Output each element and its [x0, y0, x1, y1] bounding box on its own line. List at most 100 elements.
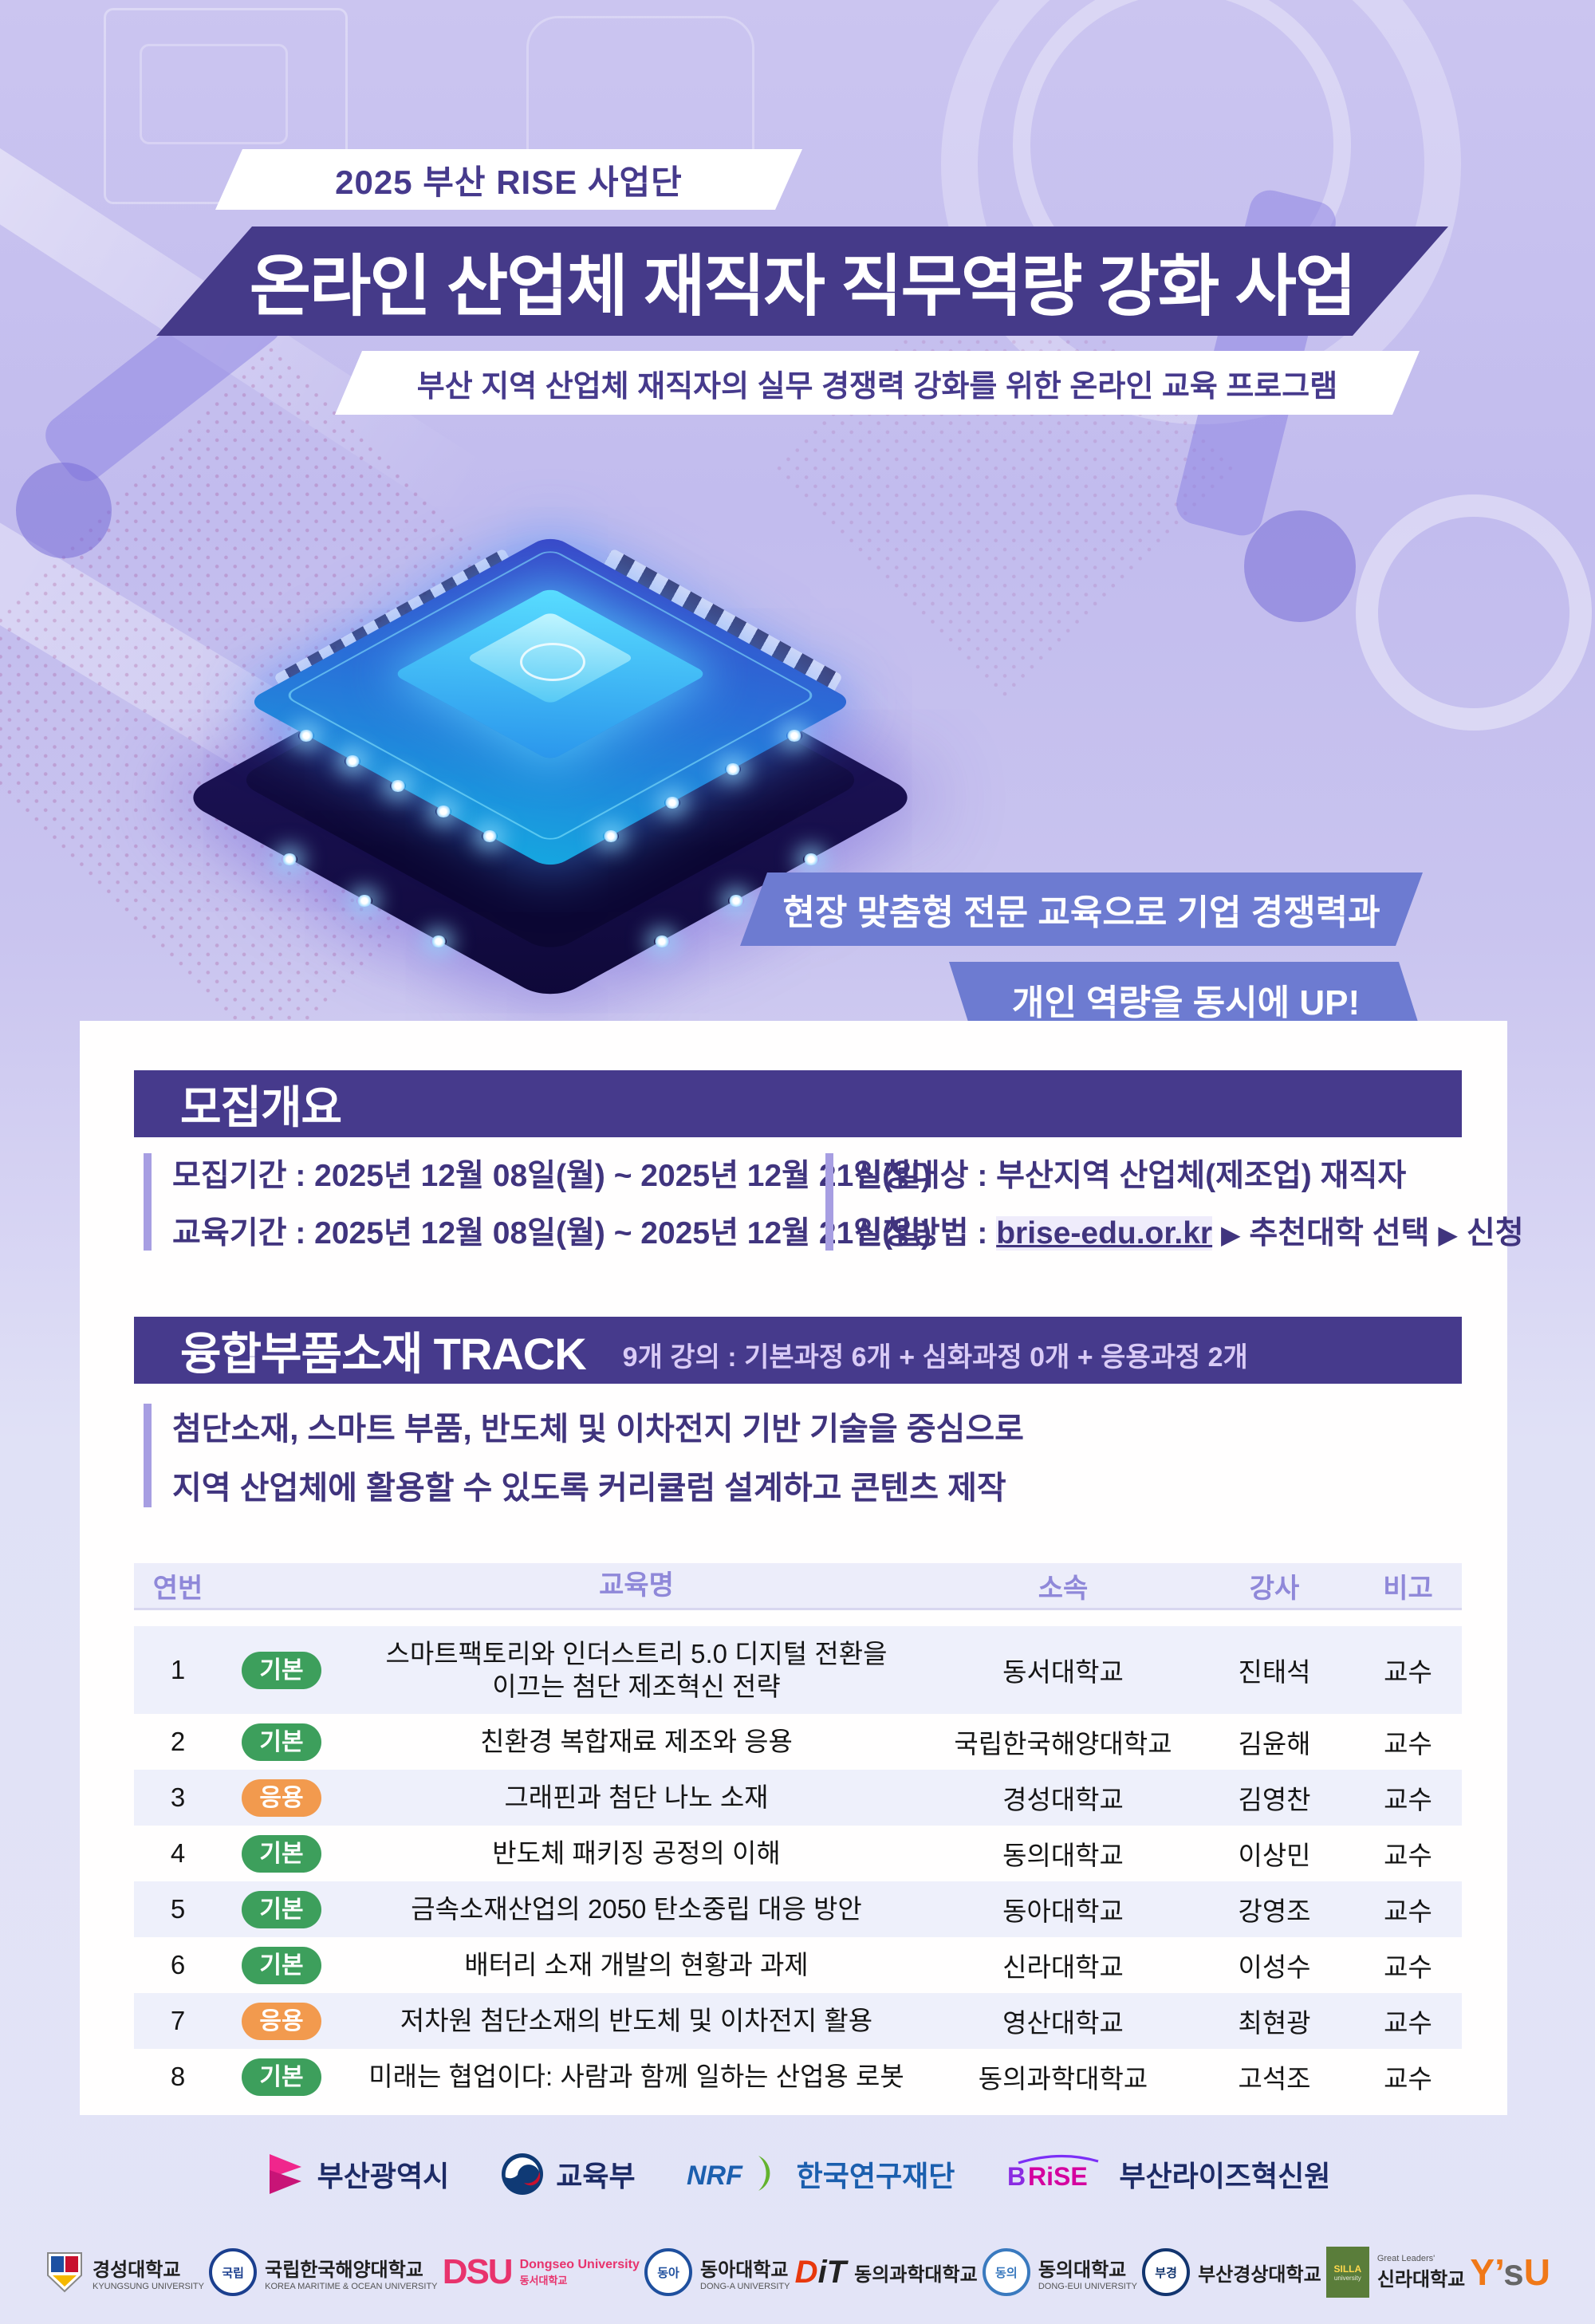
education-period-line: 교육기간 : 2025년 12월 08일(월) ~ 2025년 12월 21일(…	[172, 1216, 931, 1251]
overview-apply-block: 신청대상 : 부산지역 산업체(제조업) 재직자 신청방법 : brise-ed…	[825, 1153, 1524, 1251]
robot-arm-ring-decoration	[1356, 494, 1592, 731]
svg-text:NRF: NRF	[687, 2161, 743, 2191]
course-number: 8	[170, 2062, 186, 2091]
course-level-badge: 기본	[222, 1651, 341, 1689]
machinery-outline-decoration	[140, 44, 288, 144]
hero-slogan-line1-text: 현장 맞춤형 전문 교육으로 기업 경쟁력과	[782, 893, 1380, 932]
content-card: 모집개요 모집기간 : 2025년 12월 08일(월) ~ 2025년 12월…	[80, 1021, 1524, 2115]
university-text: Great Leaders' 신라대학교	[1377, 2254, 1465, 2291]
busan-logo-icon	[265, 2151, 306, 2197]
course-level-badge: 기본	[222, 1834, 341, 1873]
university-name: 국립한국해양대학교	[265, 2259, 423, 2281]
course-title: 반도체 패키징 공정의 이해	[492, 1838, 781, 1869]
course-university: 경성대학교	[1002, 1785, 1124, 1814]
overview-period-block: 모집기간 : 2025년 12월 08일(월) ~ 2025년 12월 21일(…	[144, 1153, 931, 1251]
course-note: 교수	[1384, 2008, 1432, 2038]
sponsor-busan: 부산광역시	[265, 2151, 450, 2197]
university-logo-bks: 부경 부산경상대학교	[1142, 2248, 1321, 2296]
course-number: 4	[170, 1838, 186, 1868]
track-section-header: 융합부품소재 TRACK 9개 강의 : 기본과정 6개 + 심화과정 0개 +…	[134, 1317, 1462, 1384]
course-table-body: 1 기본 스마트팩토리와 인더스트리 5.0 디지털 전환을 이끄는 첨단 제조혁신…	[134, 1626, 1462, 2105]
table-row: 1 기본 스마트팩토리와 인더스트리 5.0 디지털 전환을 이끄는 첨단 제조혁신…	[134, 1626, 1462, 1714]
university-slogan: Great Leaders'	[1376, 2253, 1436, 2263]
course-university: 동의과학대학교	[978, 2064, 1148, 2094]
brise-logo-icon: B RiSE	[1006, 2153, 1108, 2195]
silla-emblem-icon: SILLA university	[1325, 2247, 1369, 2298]
course-note: 교수	[1384, 2064, 1432, 2094]
level-pill-응용: 응용	[242, 2002, 321, 2040]
course-instructor: 이상민	[1238, 1841, 1311, 1870]
sponsor-brise: B RiSE 부산라이즈혁신원	[1006, 2153, 1330, 2195]
donga-emblem-icon: 동아	[644, 2248, 693, 2296]
university-text: 동아대학교 DONG-A UNIVERSITY	[700, 2254, 790, 2291]
university-subname: KYUNGSUNG UNIVERSITY	[93, 2281, 204, 2291]
sponsor-name: 한국연구재단	[796, 2160, 955, 2192]
course-instructor: 이성수	[1238, 1952, 1311, 1982]
course-number: 5	[170, 1894, 186, 1924]
course-table: 연번 교육명 소속 강사 비고 1 기본 스마트팩토리와 인더스트리 5.0 디지털 전환을…	[134, 1563, 1462, 2105]
poster-subtitle: 부산 지역 산업체 재직자의 실무 경쟁력 강화를 위한 온라인 교육 프로그램	[416, 369, 1338, 404]
track-description-line1: 첨단소재, 스마트 부품, 반도체 및 이차전지 기반 기술을 중심으로	[172, 1412, 1024, 1447]
course-note: 교수	[1384, 1897, 1432, 1926]
course-number: 6	[170, 1950, 186, 1979]
chip-glow-pin	[728, 895, 744, 907]
poster-subtitle-banner: 부산 지역 산업체 재직자의 실무 경쟁력 강화를 위한 온라인 교육 프로그램	[335, 351, 1420, 415]
level-pill-기본: 기본	[242, 1651, 321, 1689]
sponsor-name: 부산라이즈혁신원	[1119, 2160, 1331, 2192]
recruit-period-line: 모집기간 : 2025년 12월 08일(월) ~ 2025년 12월 21일(…	[172, 1159, 931, 1193]
course-instructor: 진태석	[1238, 1657, 1311, 1687]
university-name: 경성대학교	[93, 2259, 181, 2281]
apply-step1-label: 추천대학 선택	[1249, 1216, 1430, 1251]
level-pill-기본: 기본	[242, 1834, 321, 1873]
sponsor-name: 부산광역시	[317, 2160, 450, 2192]
university-logo-row: 경성대학교 KYUNGSUNG UNIVERSITY 국립 국립한국해양대학교 KORE…	[45, 2238, 1550, 2306]
program-year-badge: 2025 부산 RISE 사업단	[215, 149, 802, 210]
apply-step2-label: 신청	[1466, 1216, 1524, 1251]
course-title: 친환경 복합재료 제조와 응용	[480, 1727, 793, 1757]
university-subname: 동서대학교	[519, 2274, 568, 2287]
sponsor-nrf: NRF 한국연구재단	[687, 2153, 955, 2196]
course-level-badge: 기본	[222, 1723, 341, 1761]
course-instructor: 고석조	[1238, 2064, 1311, 2094]
apply-method-label: 신청방법 :	[854, 1216, 997, 1251]
sponsor-name: 교육부	[556, 2160, 636, 2192]
university-text: Dongseo University 동서대학교	[520, 2258, 640, 2287]
university-logo-ks: 경성대학교 KYUNGSUNG UNIVERSITY	[45, 2250, 204, 2294]
nrf-logo-icon: NRF	[687, 2153, 786, 2196]
arrow-icon: ▶	[1438, 1220, 1458, 1249]
course-university: 동아대학교	[1002, 1897, 1124, 1926]
table-row: 2 기본 친환경 복합재료 제조와 응용 국립한국해양대학교 김윤해 교수	[134, 1714, 1462, 1770]
hero-slogan-line2-text: 개인 역량을 동시에 UP!	[1011, 983, 1361, 1022]
chip-glow-pin	[431, 936, 447, 947]
sponsor-logo-row: 부산광역시 교육부 NRF 한국연구재단 B RiSE 부산라이즈혁신원	[0, 2144, 1595, 2204]
column-header-강사: 강사	[1249, 1573, 1300, 1604]
chip-glow-pin	[482, 830, 498, 842]
university-text: 부산경상대학교	[1198, 2259, 1321, 2287]
track-description-line2: 지역 산업체에 활용할 수 있도록 커리큘럼 설계하고 콘텐츠 제작	[172, 1471, 1006, 1506]
column-header-교육명: 교육명	[599, 1570, 674, 1601]
university-name: 동의과학대학교	[854, 2263, 978, 2286]
sponsor-moe: 교육부	[500, 2152, 636, 2196]
ks-emblem-icon	[45, 2250, 85, 2294]
chip-glow-pin	[786, 730, 802, 742]
university-logo-silla: SILLA university Great Leaders' 신라대학교	[1325, 2247, 1465, 2298]
chip-glow-pin	[356, 895, 372, 907]
course-title: 금속소재산업의 2050 탄소중립 대응 방안	[411, 1894, 862, 1924]
course-instructor: 최현광	[1238, 2008, 1311, 2038]
university-name: Dongseo University	[519, 2257, 640, 2271]
university-text: 국립한국해양대학교 KOREA MARITIME & OCEAN UNIVERSI…	[265, 2254, 437, 2291]
university-name: 동의대학교	[1038, 2259, 1127, 2281]
course-title: 배터리 소재 개발의 현황과 과제	[464, 1950, 809, 1980]
apply-site-link[interactable]: brise-edu.or.kr	[996, 1216, 1213, 1251]
course-note: 교수	[1384, 1729, 1432, 1759]
course-level-badge: 응용	[222, 1778, 341, 1817]
level-pill-기본: 기본	[242, 1946, 321, 1984]
course-title: 스마트팩토리와 인더스트리 5.0 디지털 전환을 이끄는 첨단 제조혁신 전략	[385, 1638, 888, 1701]
hero-section: 2025 부산 RISE 사업단 온라인 산업체 재직자 직무역량 강화 사업 …	[0, 0, 1595, 1037]
university-subname: DONG-A UNIVERSITY	[700, 2281, 790, 2291]
university-logo-kmou: 국립 국립한국해양대학교 KOREA MARITIME & OCEAN UNIVER…	[209, 2248, 438, 2296]
university-subname: KOREA MARITIME & OCEAN UNIVERSITY	[265, 2281, 438, 2291]
svg-text:B: B	[1007, 2162, 1026, 2191]
robot-arm-joint-decoration	[1244, 510, 1356, 622]
chip-glow-pin	[803, 853, 819, 865]
